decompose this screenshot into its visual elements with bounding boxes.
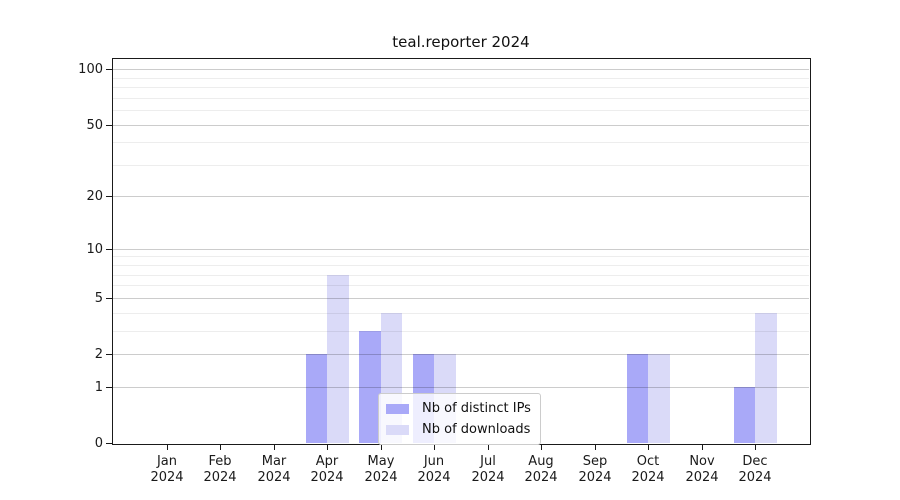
gridline-2 xyxy=(113,354,809,355)
x-tick-mark xyxy=(755,444,756,450)
y-tick-label: 100 xyxy=(78,62,103,77)
gridline-3 xyxy=(113,331,809,332)
gridline-20 xyxy=(113,196,809,197)
bar-distinct-ips-oct xyxy=(626,354,649,443)
gridline-7 xyxy=(113,275,809,276)
gridline-10 xyxy=(113,249,809,250)
x-tick-label: Aug 2024 xyxy=(524,454,558,485)
y-tick-label: 0 xyxy=(94,436,103,451)
gridline-1 xyxy=(113,387,809,388)
y-tick-label: 2 xyxy=(94,347,103,362)
plot-area xyxy=(113,59,809,443)
grid-layer xyxy=(113,59,809,443)
x-tick-mark xyxy=(274,444,275,450)
x-tick-mark xyxy=(220,444,221,450)
x-tick-mark xyxy=(595,444,596,450)
y-tick-label: 50 xyxy=(86,118,103,133)
legend-swatch-downloads xyxy=(386,424,409,435)
y-tick-mark xyxy=(106,69,112,70)
gridline-4 xyxy=(113,313,809,314)
legend-item: Nb of distinct IPs xyxy=(386,398,531,419)
x-tick-label: Mar 2024 xyxy=(257,454,291,485)
x-tick-label: Feb 2024 xyxy=(203,454,237,485)
gridline-50 xyxy=(113,125,809,126)
y-tick-mark xyxy=(106,249,112,250)
x-tick-label: May 2024 xyxy=(364,454,398,485)
y-tick-label: 20 xyxy=(86,189,103,204)
gridline-30 xyxy=(113,165,809,166)
x-tick-label: Nov 2024 xyxy=(685,454,719,485)
y-tick-label: 5 xyxy=(94,291,103,306)
bar-distinct-ips-dec xyxy=(734,386,756,443)
gridline-90 xyxy=(113,78,809,79)
legend-label: Nb of distinct IPs xyxy=(422,401,531,416)
x-tick-mark xyxy=(327,444,328,450)
gridline-8 xyxy=(113,265,809,266)
gridline-70 xyxy=(113,98,809,99)
x-tick-label: Jul 2024 xyxy=(471,454,505,485)
y-tick-mark xyxy=(106,443,112,444)
x-tick-label: Dec 2024 xyxy=(738,454,772,485)
bar-downloads-dec xyxy=(755,312,777,443)
bar-downloads-apr xyxy=(327,274,349,443)
x-tick-mark xyxy=(541,444,542,450)
x-tick-mark xyxy=(434,444,435,450)
legend-label: Nb of downloads xyxy=(422,422,531,437)
gridline-80 xyxy=(113,87,809,88)
bar-downloads-oct xyxy=(648,354,670,443)
gridline-9 xyxy=(113,256,809,257)
x-tick-label: Sep 2024 xyxy=(578,454,612,485)
x-tick-mark xyxy=(488,444,489,450)
x-tick-mark xyxy=(648,444,649,450)
gridline-5 xyxy=(113,298,809,299)
gridline-40 xyxy=(113,142,809,143)
x-tick-label: Jan 2024 xyxy=(150,454,184,485)
y-tick-mark xyxy=(106,196,112,197)
y-tick-mark xyxy=(106,387,112,388)
gridline-60 xyxy=(113,110,809,111)
x-tick-mark xyxy=(381,444,382,450)
y-tick-mark xyxy=(106,354,112,355)
gridline-100 xyxy=(113,69,809,70)
legend-swatch-distinct-ips xyxy=(386,403,409,414)
legend-item: Nb of downloads xyxy=(386,419,531,440)
y-tick-label: 10 xyxy=(86,242,103,257)
y-tick-mark xyxy=(106,298,112,299)
y-tick-mark xyxy=(106,125,112,126)
x-tick-label: Apr 2024 xyxy=(310,454,344,485)
x-tick-mark xyxy=(702,444,703,450)
chart-title: teal.reporter 2024 xyxy=(392,33,530,51)
gridline-6 xyxy=(113,285,809,286)
x-tick-label: Jun 2024 xyxy=(417,454,451,485)
x-tick-label: Oct 2024 xyxy=(631,454,665,485)
bar-distinct-ips-may xyxy=(359,330,381,443)
legend: Nb of distinct IPs Nb of downloads xyxy=(378,393,541,445)
x-tick-mark xyxy=(167,444,168,450)
y-tick-label: 1 xyxy=(94,380,103,395)
bar-distinct-ips-apr xyxy=(305,354,328,443)
